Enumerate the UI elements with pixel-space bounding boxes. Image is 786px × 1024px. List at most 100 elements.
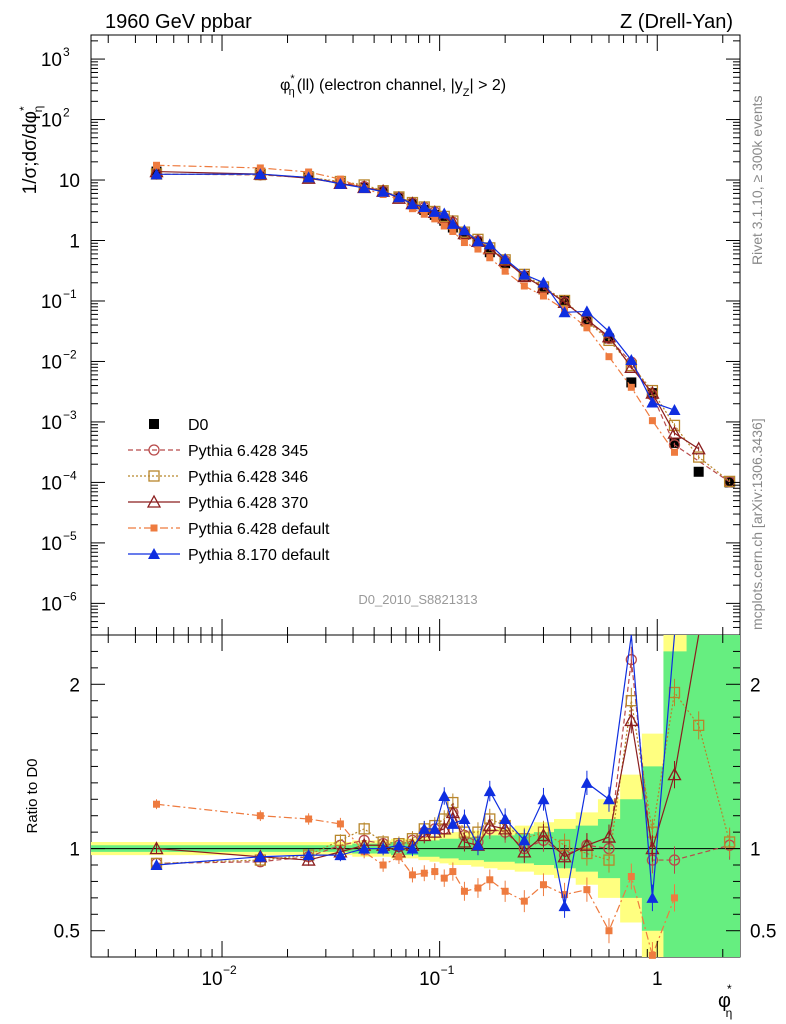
ratio-point	[256, 812, 264, 820]
ratio-point	[486, 876, 494, 884]
ratio-point	[536, 828, 551, 842]
y-tick-exponent: 2	[63, 106, 70, 120]
data-point	[668, 404, 681, 416]
ratio-point	[334, 849, 347, 861]
data-point-d0	[439, 215, 450, 226]
data-point	[691, 441, 706, 455]
ratio-y-tick-label: 2	[69, 675, 80, 696]
y-tick-label: 1	[69, 232, 80, 253]
ratio-series-line	[156, 803, 676, 958]
data-point	[646, 396, 659, 408]
data-point	[458, 224, 471, 236]
data-point	[153, 161, 161, 169]
ratio-point	[449, 868, 457, 876]
ratio-point	[558, 900, 571, 912]
data-point	[646, 384, 659, 397]
data-point	[150, 168, 163, 180]
ratio-point	[499, 813, 512, 824]
data-point	[558, 306, 571, 318]
ratio-point	[517, 844, 532, 858]
ratio-point	[428, 822, 441, 834]
rivet-label: Rivet 3.1.10, ≥ 300k events	[749, 95, 765, 265]
energy-title: 1960 GeV ppbar	[105, 11, 252, 33]
data-point	[518, 268, 531, 280]
ratio-point	[624, 713, 639, 727]
process-title: Z (Drell-Yan)	[620, 11, 733, 33]
ratio-y-tick-label: 1	[69, 840, 80, 861]
ratio-band-outer	[91, 635, 740, 957]
data-point	[358, 181, 371, 193]
ratio-point	[149, 841, 164, 855]
y-tick-label: 10	[41, 413, 62, 434]
ratio-y-tick-label-right: 2	[750, 675, 761, 696]
main-plot-title: φ* η (ll) (electron channel, |yZ| > 2)	[280, 73, 506, 99]
data-point	[483, 238, 496, 250]
ratio-point	[645, 841, 660, 855]
ratio-point	[471, 839, 484, 851]
data-point	[334, 177, 347, 189]
ratio-point	[302, 849, 315, 861]
ratio-point	[625, 653, 637, 666]
ratio-point	[460, 887, 468, 895]
data-point	[583, 324, 591, 332]
ratio-point	[723, 836, 736, 848]
data-point	[392, 191, 405, 203]
ratio-point	[627, 873, 635, 880]
ratio-point	[603, 854, 615, 866]
y-tick-exponent: 3	[63, 45, 70, 59]
data-point	[474, 245, 482, 253]
data-point	[471, 235, 484, 247]
data-point	[438, 207, 451, 219]
legend-marker	[148, 548, 160, 559]
y-tick-exponent: −2	[63, 347, 77, 361]
ratio-point	[458, 813, 471, 824]
data-point	[605, 353, 613, 361]
ratio-point	[580, 776, 593, 788]
ratio-point	[336, 820, 344, 828]
ratio-point	[418, 822, 431, 834]
data-point	[431, 215, 439, 223]
y-tick-label: 10	[41, 111, 62, 132]
mcplots-label: mcplots.cern.ch [arXiv:1306.3436]	[749, 418, 765, 630]
ratio-point	[358, 823, 370, 835]
data-point	[377, 185, 390, 197]
data-point	[420, 210, 428, 218]
y-tick-label: 10	[59, 171, 80, 192]
ratio-point	[438, 790, 451, 801]
data-point	[501, 267, 509, 275]
main-plot-frame	[90, 34, 741, 636]
legend-entry: D0	[188, 417, 209, 434]
y-axis-label: 1/σ;dσ/dφ*η	[17, 106, 45, 195]
x-tick-exponent: −2	[223, 963, 237, 977]
data-point	[693, 451, 705, 463]
ratio-point	[395, 853, 403, 861]
ratio-point	[392, 839, 405, 851]
y-tick-label: 10	[41, 50, 62, 71]
legend-entry: Pythia 8.170 default	[188, 547, 330, 564]
data-point	[256, 164, 264, 172]
ratio-point	[646, 891, 659, 903]
x-tick-label: 10	[419, 969, 440, 990]
data-point	[670, 448, 678, 456]
data-point	[580, 305, 593, 317]
analysis-watermark: D0_2010_S8821313	[358, 592, 477, 607]
ratio-point	[667, 767, 682, 781]
ratio-point	[431, 868, 439, 876]
legend-marker	[146, 494, 162, 508]
ratio-series-4	[150, 634, 676, 918]
ratio-point	[539, 881, 547, 889]
series-4	[150, 168, 681, 416]
data-point	[520, 282, 528, 290]
ratio-point	[406, 842, 419, 854]
ratio-point	[305, 815, 313, 823]
y-tick-label: 10	[41, 292, 62, 313]
x-tick-label: 10	[201, 969, 222, 990]
data-point	[449, 227, 457, 235]
x-tick-label: 1	[652, 969, 663, 990]
ratio-point	[668, 854, 681, 866]
data-point-d0	[693, 466, 704, 477]
ratio-y-tick-label: 0.5	[54, 922, 80, 943]
ratio-axis-label: Ratio to D0	[24, 758, 41, 833]
